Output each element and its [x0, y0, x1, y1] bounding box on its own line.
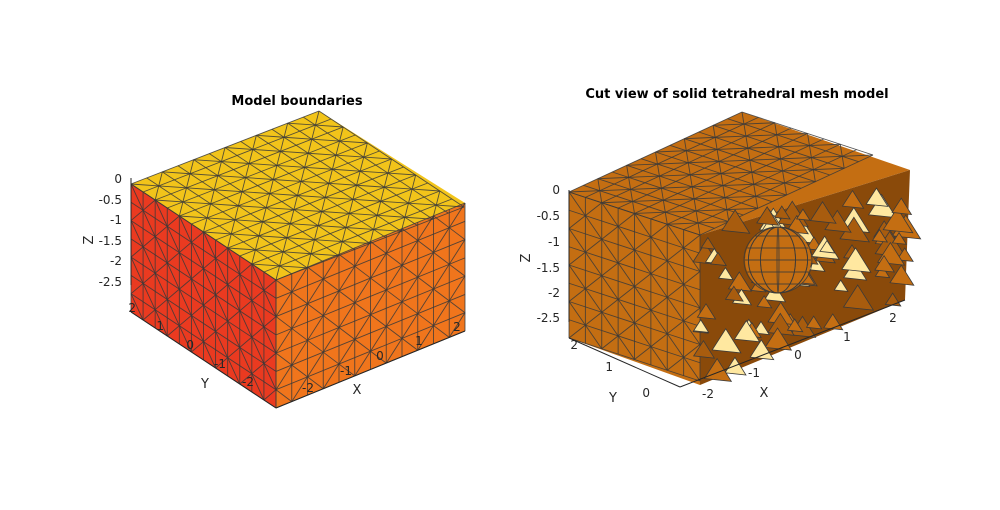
z-tick-label: -1.5 — [99, 234, 122, 248]
y-tick-label: 1 — [156, 319, 164, 333]
tetra-shard — [795, 208, 811, 221]
y-ticks: 2 1 0 -1 -2 — [128, 301, 254, 389]
right-title: Cut view of solid tetrahedral mesh model — [585, 87, 888, 102]
tetra-shard — [709, 251, 727, 267]
z-ticks: 0 -0.5 -1 -1.5 -2 -2.5 — [99, 172, 122, 289]
tetra-shard — [717, 266, 734, 281]
z-tick-label: -1.5 — [537, 261, 560, 275]
y-tick-label: -1 — [214, 357, 226, 371]
x-ticks: -2 -1 0 1 2 — [702, 311, 897, 401]
tetra-shard — [805, 315, 823, 330]
x-tick-label: 1 — [415, 334, 423, 348]
tetra-shard — [841, 189, 865, 209]
y-axis-line — [568, 337, 681, 388]
z-tick-label: -2 — [548, 286, 560, 300]
y-tick-label: 0 — [186, 338, 194, 352]
mesh-lines — [130, 110, 466, 409]
z-tick-label: 0 — [114, 172, 122, 186]
tetra-shard — [841, 247, 872, 273]
x-axis-line — [275, 330, 466, 409]
tetra-shard — [891, 197, 913, 215]
x-tick-label: 1 — [843, 330, 851, 344]
tetra-shard — [819, 239, 836, 254]
tetra-shard — [809, 201, 837, 224]
tetra-shard — [700, 236, 716, 250]
y-tick-label: 2 — [570, 338, 578, 352]
tetra-shard — [733, 319, 761, 343]
y-axis-label: Y — [200, 377, 209, 392]
tetra-shard — [721, 209, 751, 234]
z-tick-label: 0 — [552, 183, 560, 197]
tetra-shard — [749, 339, 775, 361]
tetra-shard — [871, 228, 889, 243]
tetra-shard — [756, 206, 780, 226]
z-ticks: 0 -0.5 -1 -1.5 -2 -2.5 — [537, 183, 560, 325]
x-axis-label: X — [760, 386, 769, 401]
y-axis-label: Y — [608, 391, 617, 406]
mesh-lines — [568, 111, 874, 382]
z-axis-label: Z — [82, 235, 97, 244]
sphere-mesh — [743, 226, 813, 294]
sphere-inclusion — [743, 226, 813, 294]
x-tick-label: -1 — [748, 366, 760, 380]
tetra-shard — [692, 339, 716, 359]
x-ticks: -2 -1 0 1 2 — [302, 320, 461, 395]
y-tick-label: 0 — [642, 386, 650, 400]
tetra-shard — [842, 284, 875, 311]
z-tick-label: -2.5 — [537, 311, 560, 325]
x-axis-label: X — [353, 383, 362, 398]
left-title: Model boundaries — [231, 94, 362, 109]
x-tick-label: -1 — [340, 364, 352, 378]
tetra-shard — [874, 264, 891, 279]
tetra-shard — [696, 303, 717, 320]
tetra-shard — [724, 356, 747, 376]
tetra-shard — [692, 319, 710, 333]
z-tick-label: -1 — [110, 213, 122, 227]
tetra-shard — [889, 264, 915, 286]
tetra-shard — [865, 187, 889, 207]
y-axis-line — [130, 311, 277, 409]
z-tick-label: -0.5 — [99, 193, 122, 207]
tetra-shard — [882, 207, 914, 234]
left-subplot: Model boundaries 0 -0.5 -1 -1.5 -2 -2.5 … — [82, 94, 466, 409]
tetra-shard — [773, 205, 791, 220]
x-tick-label: -2 — [302, 381, 314, 395]
tetra-shard — [724, 285, 744, 302]
z-tick-label: -1 — [548, 235, 560, 249]
tetra-shard — [786, 318, 804, 333]
tetra-shard — [833, 279, 849, 292]
tetra-shard — [891, 231, 908, 245]
x-axis-line — [679, 299, 906, 388]
x-tick-label: -2 — [702, 387, 714, 401]
tetra-shards — [692, 187, 922, 382]
tetra-shard — [756, 295, 773, 309]
x-tick-label: 0 — [794, 348, 802, 362]
right-subplot: Cut view of solid tetrahedral mesh model… — [519, 87, 922, 406]
y-tick-label: 2 — [128, 301, 136, 315]
x-tick-label: 0 — [376, 349, 384, 363]
y-ticks: 2 1 0 — [570, 338, 650, 400]
z-axis-label: Z — [519, 253, 534, 262]
tetra-shard — [896, 247, 914, 262]
y-tick-label: 1 — [605, 360, 613, 374]
z-tick-label: -2 — [110, 254, 122, 268]
z-tick-label: -0.5 — [537, 209, 560, 223]
x-tick-label: 2 — [889, 311, 897, 325]
tetra-shard — [711, 328, 742, 354]
z-tick-label: -2.5 — [99, 275, 122, 289]
tetra-shard — [874, 254, 896, 273]
x-tick-label: 2 — [453, 320, 461, 334]
y-tick-label: -2 — [242, 375, 254, 389]
